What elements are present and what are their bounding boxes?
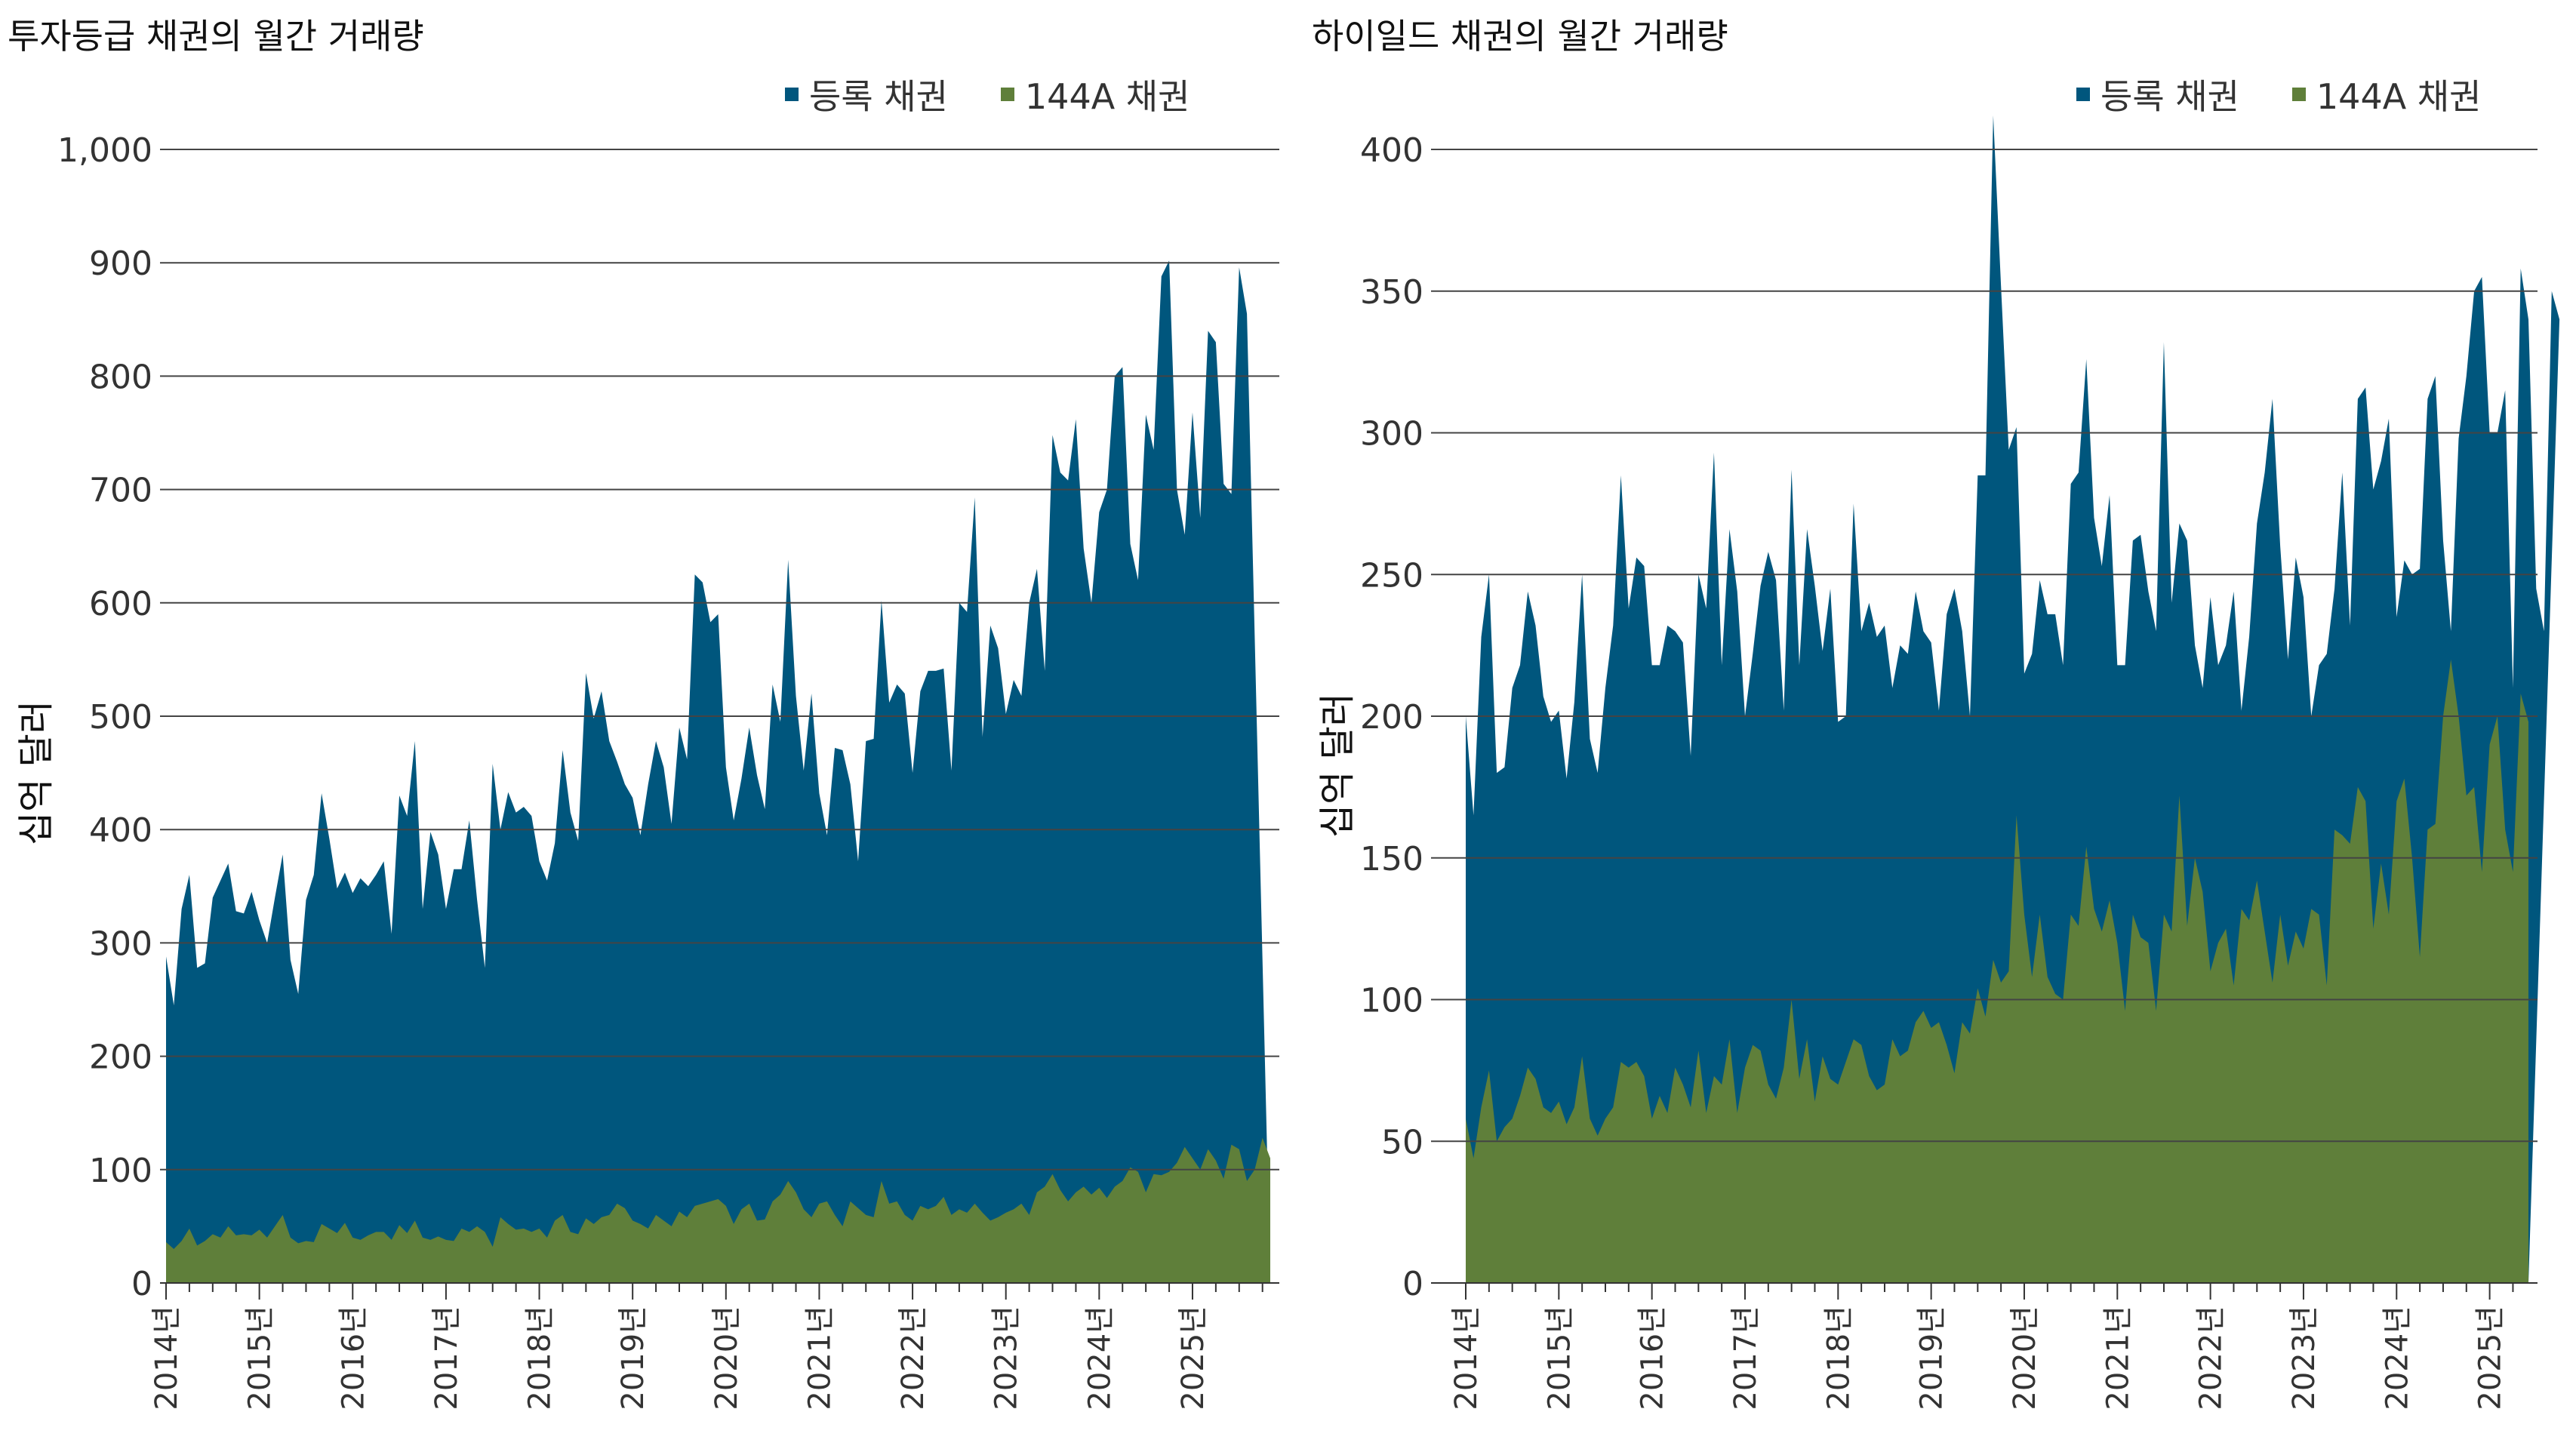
y-tick-label: 400 xyxy=(89,811,152,850)
y-axis-label: 십억 달러 xyxy=(1316,693,1359,838)
y-axis-label: 십억 달러 xyxy=(15,700,57,845)
y-tick-label: 250 xyxy=(1360,556,1423,595)
chart-title: 하이일드 채권의 월간 거래량 xyxy=(1312,16,1728,57)
y-tick-label: 0 xyxy=(131,1265,152,1303)
series-area-144a xyxy=(1466,659,2528,1283)
chart-legend: 등록 채권 144A 채권 xyxy=(785,69,1190,119)
legend-label-144a: 144A 채권 xyxy=(2316,76,2482,117)
left-chart-panel: 투자등급 채권의 월간 거래량 등록 채권 144A 채권 0 100 200 300… xyxy=(8,16,1279,1411)
y-tick-label: 350 xyxy=(1360,273,1423,312)
x-tick-label: 2021년 xyxy=(802,1306,837,1411)
legend-item-144a: 144A 채권 xyxy=(1000,69,1190,119)
x-tick-label: 2014년 xyxy=(1449,1306,1484,1411)
legend-swatch-144a xyxy=(1000,88,1014,101)
y-tick-label: 900 xyxy=(89,245,152,283)
x-tick-label: 2024년 xyxy=(2380,1306,2414,1411)
y-tick-label: 150 xyxy=(1360,840,1423,878)
y-tick-label: 500 xyxy=(89,698,152,737)
legend-label-registered: 등록 채권 xyxy=(809,76,948,117)
y-tick-label: 100 xyxy=(1360,982,1423,1020)
y-tick-label: 800 xyxy=(89,358,152,396)
x-tick-label: 2014년 xyxy=(149,1306,184,1411)
legend-item-registered: 등록 채권 xyxy=(785,69,948,119)
x-tick-label: 2015년 xyxy=(243,1306,278,1411)
y-tick-label: 50 xyxy=(1381,1123,1423,1161)
x-tick-label: 2018년 xyxy=(523,1306,558,1411)
x-tick-label: 2020년 xyxy=(709,1306,744,1411)
y-tick-label: 600 xyxy=(89,585,152,623)
x-tick-label: 2016년 xyxy=(1636,1306,1670,1411)
x-tick-label: 2024년 xyxy=(1082,1306,1117,1411)
x-tick-label: 2016년 xyxy=(336,1306,371,1411)
x-tick-label: 2022년 xyxy=(2194,1306,2229,1411)
y-tick-label: 300 xyxy=(1360,415,1423,454)
y-tick-label: 700 xyxy=(89,472,152,510)
x-tick-label: 2020년 xyxy=(2008,1306,2042,1411)
x-tick-label: 2021년 xyxy=(2101,1306,2135,1411)
series-area-registered xyxy=(166,260,1270,1284)
x-tick-label: 2015년 xyxy=(1542,1306,1577,1411)
chart-legend: 등록 채권 144A 채권 xyxy=(2076,69,2481,119)
chart-plot-area: 0 100 200 300 400 500 600 700 800 900 1,000 2014년 20… xyxy=(57,131,1279,1411)
legend-label-144a: 144A 채권 xyxy=(1024,76,1190,117)
chart-plot-area: 0 50 100 150 200 250 300 350 400 2014년 2015년 2016년 2… xyxy=(1360,115,2560,1411)
x-tick-label: 2023년 xyxy=(989,1306,1024,1411)
y-tick-label: 200 xyxy=(89,1038,152,1077)
series-area-144a xyxy=(166,1137,1270,1283)
x-tick-label: 2017년 xyxy=(1728,1306,1763,1411)
x-tick-label: 2022년 xyxy=(896,1306,931,1411)
legend-item-registered: 등록 채권 xyxy=(2076,69,2239,119)
legend-label-registered: 등록 채권 xyxy=(2101,76,2239,117)
legend-item-144a: 144A 채권 xyxy=(2291,69,2482,119)
legend-swatch-registered xyxy=(785,88,799,101)
x-tick-label: 2025년 xyxy=(2473,1306,2508,1411)
y-tick-label: 100 xyxy=(89,1152,152,1190)
x-tick-label: 2019년 xyxy=(1915,1306,1950,1411)
legend-swatch-144a xyxy=(2291,88,2306,101)
y-tick-label: 300 xyxy=(89,924,152,963)
y-tick-label: 400 xyxy=(1360,131,1423,170)
x-tick-label: 2023년 xyxy=(2287,1306,2322,1411)
y-tick-label: 0 xyxy=(1402,1265,1423,1303)
chart-title: 투자등급 채권의 월간 거래량 xyxy=(8,16,424,57)
x-tick-label: 2025년 xyxy=(1176,1306,1211,1411)
right-chart-panel: 하이일드 채권의 월간 거래량 등록 채권 144A 채권 0 50 100 150 2… xyxy=(1288,0,2576,1449)
x-tick-label: 2019년 xyxy=(616,1306,651,1411)
x-tick-label: 2018년 xyxy=(1821,1306,1856,1411)
y-tick-label: 1,000 xyxy=(57,131,152,170)
x-tick-label: 2017년 xyxy=(429,1306,464,1411)
legend-swatch-registered xyxy=(2076,88,2090,101)
y-tick-label: 200 xyxy=(1360,698,1423,737)
